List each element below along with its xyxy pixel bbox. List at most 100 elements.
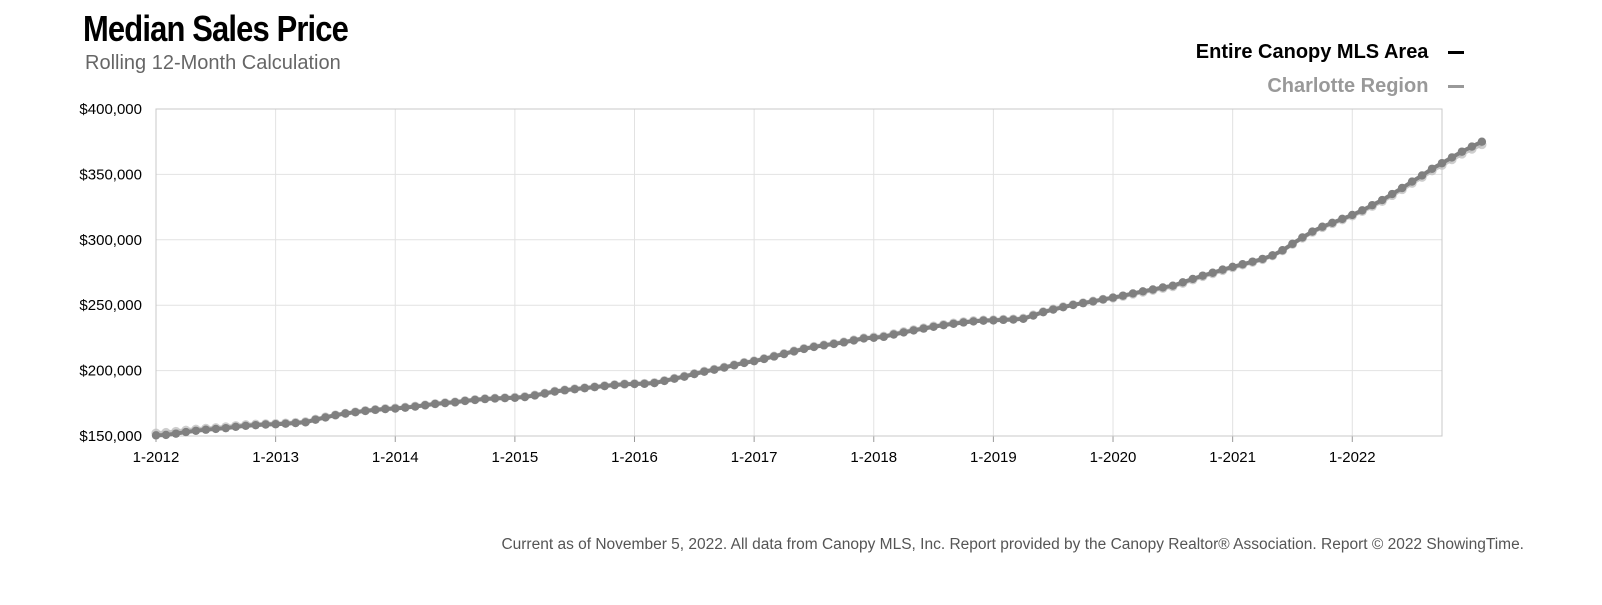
data-point [1178,278,1188,287]
data-point [1228,262,1237,272]
data-point [839,338,849,347]
series-1 [151,137,1487,440]
data-point [610,380,619,390]
data-point [1328,218,1337,227]
chart-footnote: Current as of November 5, 2022. All data… [501,536,1524,553]
data-point [909,326,918,335]
data-point [1208,268,1217,277]
data-point [1118,291,1128,300]
data-point [999,315,1008,325]
data-point [191,426,201,435]
data-point [1138,287,1148,296]
series-2 [151,139,1487,438]
series-line [155,142,1483,436]
data-point [779,349,789,359]
chart-legend: Entire Canopy MLS Area Charlotte Region [1196,40,1464,108]
data-point [580,383,589,393]
data-point [1447,153,1457,162]
data-point [1457,147,1467,156]
data-point [381,404,390,414]
data-point [181,427,191,437]
data-point [1278,246,1287,255]
data-point [1168,281,1178,290]
data-point [1108,293,1118,302]
data-point [1058,302,1068,312]
data-point [570,384,579,394]
data-point [630,379,639,389]
data-point [261,420,270,429]
data-point [1407,177,1417,186]
data-point [1437,158,1447,168]
data-point [859,334,868,343]
data-point [1288,239,1297,249]
plot-frame [155,108,1443,437]
data-point [670,374,679,383]
data-point [1268,251,1277,260]
data-point [311,415,320,424]
data-point [600,381,609,391]
x-tick-label: 1-2013 [252,449,299,466]
data-point [789,347,799,356]
legend-swatch-series-2 [1448,85,1464,89]
data-point [1188,274,1197,284]
data-point [1019,314,1028,323]
data-point [450,398,460,407]
data-point [401,403,410,412]
data-point [291,418,300,428]
series-line [155,139,1483,438]
data-point [1397,183,1407,193]
data-point [1318,222,1327,231]
data-point [929,322,938,331]
x-tick-label: 1-2012 [133,449,180,466]
data-point [869,333,878,342]
data-point [889,330,898,339]
data-point [1148,285,1158,294]
data-point [769,352,779,361]
data-point [749,356,759,366]
data-point [919,324,928,333]
data-point [1248,257,1257,266]
data-point [1348,210,1357,220]
data-point [201,425,211,434]
legend-label-series-2: Charlotte Region [1267,75,1429,97]
data-point [1068,300,1078,310]
data-point [700,367,709,376]
data-point [301,418,310,427]
data-point [879,332,888,342]
data-point [1039,307,1048,317]
data-point [231,422,240,432]
data-point [341,409,350,418]
data-point [161,430,171,440]
y-tick-label: $300,000 [79,232,142,249]
data-point [969,317,978,326]
data-point [470,395,480,405]
data-point [690,369,699,379]
data-point [1308,227,1317,236]
data-point [460,396,470,406]
chart-series [151,137,1487,440]
y-tick-label: $400,000 [79,101,142,118]
data-point [620,380,629,389]
data-point [1358,206,1367,215]
data-point [540,389,549,398]
data-point [1368,200,1377,210]
data-point [420,401,430,410]
x-tick-label: 1-2014 [372,449,419,466]
chart-subtitle: Rolling 12-Month Calculation [85,52,341,74]
data-point [480,394,490,404]
data-point [321,413,330,422]
data-point [829,339,839,349]
y-tick-label: $350,000 [79,166,142,183]
data-point [171,429,181,438]
data-point [1258,254,1267,264]
data-point [530,391,540,400]
x-tick-label: 1-2020 [1090,449,1137,466]
x-tick-label: 1-2016 [611,449,658,466]
data-point [490,394,500,403]
data-point [520,392,530,402]
legend-item-series-1: Entire Canopy MLS Area [1196,40,1464,74]
data-point [371,405,380,415]
data-point [730,361,739,370]
x-tick-label: 1-2015 [492,449,539,466]
data-point [361,406,370,416]
